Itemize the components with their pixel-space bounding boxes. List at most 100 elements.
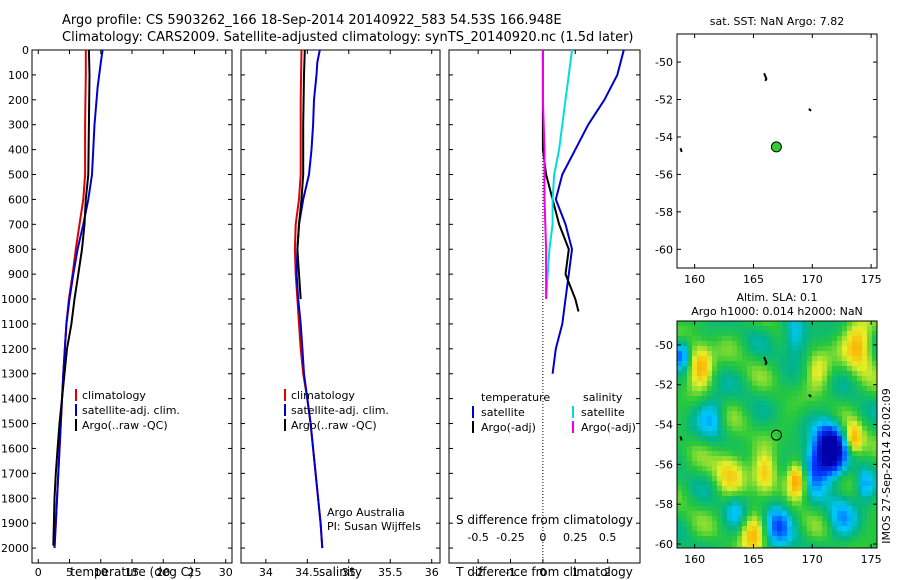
salinity-xlabel: salinity <box>319 565 362 579</box>
credit-text: Argo Australia <box>327 506 405 519</box>
panel-difference: -2 -1 0 1 2T difference from climatology -0.5… <box>448 49 641 579</box>
temperature-xtick-label: 10 <box>94 566 108 579</box>
s-diff-tick-label: 0 <box>539 531 546 544</box>
salinity-axes-frame <box>240 49 441 564</box>
sst_map-ytick-label: -58 <box>655 206 673 219</box>
sst_map-ytick-label: -52 <box>655 94 673 107</box>
sla_map-ytick-label: -58 <box>655 498 673 511</box>
sst_map-axes-frame <box>676 33 878 269</box>
depth-tick-label: 1800 <box>1 492 29 505</box>
sst_map-xtick-label: 175 <box>861 273 882 286</box>
sla_map-ytick-label: -54 <box>655 419 673 432</box>
depth-tick-label: 1400 <box>1 393 29 406</box>
legend-label: Argo(..raw -QC) <box>82 419 168 432</box>
panel-sla_map: 160 165 170 175 -50 -52 -54 -56 -58 -60 Altim. SLA… <box>655 291 893 566</box>
difference-series-line <box>551 49 625 374</box>
depth-tick-label: 1200 <box>1 343 29 356</box>
legend-label: satellite <box>481 406 525 419</box>
difference-series-line <box>545 49 573 300</box>
legend-label: satellite <box>581 406 625 419</box>
header-line-1: Argo profile: CS 5903262_166 18-Sep-2014… <box>62 13 562 28</box>
difference-xtick-label: -2 <box>473 566 484 579</box>
depth-tick-label: 1500 <box>1 418 29 431</box>
depth-tick-label: 800 <box>8 243 29 256</box>
float-track <box>808 108 812 112</box>
sla_map-ytick-label: -50 <box>655 339 673 352</box>
s-diff-tick-label: 0.25 <box>563 531 588 544</box>
float-track <box>808 393 812 398</box>
difference-xtick-label: 2 <box>604 566 611 579</box>
temperature-xtick-label: 20 <box>156 566 170 579</box>
temperature-xtick-label: 5 <box>66 566 73 579</box>
legend-label: climatology <box>82 389 146 402</box>
s-diff-tick-label: -0.5 <box>467 531 488 544</box>
salinity-series-line <box>295 49 324 549</box>
salinity-xtick-label: 35.5 <box>378 566 403 579</box>
s-diff-axis-label: S difference from climatology <box>456 513 633 527</box>
sla_map-xtick-label: 170 <box>802 553 823 566</box>
temperature-xtick-label: 0 <box>35 566 42 579</box>
legend-label: satellite-adj. clim. <box>82 404 180 417</box>
sla-map-title-2: Argo h1000: 0.014 h2000: NaN <box>691 305 863 318</box>
credit-text: PI: Susan Wijffels <box>327 520 421 533</box>
argo-float-marker <box>770 429 782 441</box>
s-diff-tick-label: 0.5 <box>599 531 617 544</box>
legend-label: Argo(..raw -QC) <box>291 419 377 432</box>
sla_map-ytick-label: -60 <box>655 538 673 551</box>
depth-tick-label: 1700 <box>1 467 29 480</box>
depth-tick-label: 1900 <box>1 517 29 530</box>
sst_map-xtick-label: 160 <box>684 273 705 286</box>
sst_map-xtick-label: 170 <box>802 273 823 286</box>
depth-tick-label: 1300 <box>1 368 29 381</box>
sst_map-ytick-label: -56 <box>655 168 673 181</box>
sla_map-xtick-label: 175 <box>861 553 882 566</box>
panel-temperature: 0 5 10 15 20 25 30 temperature (deg C) 0 100 200 30… <box>1 44 233 579</box>
depth-tick-label: 2000 <box>1 542 29 555</box>
legend-label: satellite-adj. clim. <box>291 404 389 417</box>
argo-float-marker <box>770 141 782 153</box>
salinity-xtick-label: 35 <box>342 566 356 579</box>
sst_map-ytick-label: -50 <box>655 56 673 69</box>
temperature-xtick-label: 25 <box>188 566 202 579</box>
legend-label: climatology <box>291 389 355 402</box>
sla-heatmap-cells <box>677 321 878 549</box>
depth-tick-label: 200 <box>8 94 29 107</box>
depth-tick-label: 0 <box>22 44 29 57</box>
sst_map-ytick-label: -60 <box>655 243 673 256</box>
depth-tick-label: 1000 <box>1 293 29 306</box>
panel-salinity: 34 34.5 35 35.5 36 salinity climatology satelli… <box>240 49 441 579</box>
sst_map-xtick-label: 165 <box>743 273 764 286</box>
legend-title-salinity: salinity <box>583 391 623 404</box>
legend-title-temperature: temperature <box>481 391 550 404</box>
difference-xtick-label: 0 <box>539 566 546 579</box>
header-line-2: Climatology: CARS2009. Satellite-adjuste… <box>62 30 634 45</box>
depth-tick-label: 1100 <box>1 318 29 331</box>
sla_map-xtick-label: 160 <box>684 553 705 566</box>
salinity-xtick-label: 34 <box>259 566 273 579</box>
float-track <box>763 72 768 82</box>
salinity-xtick-label: 34.5 <box>295 566 320 579</box>
difference-xlabel: T difference from climatology <box>455 565 633 579</box>
salinity-series-line <box>296 49 306 300</box>
temperature-series-line <box>52 49 91 546</box>
temperature-series-line <box>53 49 104 549</box>
sla_map-axes-frame <box>676 320 878 549</box>
salinity-xtick-label: 36 <box>425 566 439 579</box>
depth-tick-label: 700 <box>8 218 29 231</box>
float-track <box>679 147 683 153</box>
sla_map-ytick-label: -52 <box>655 379 673 392</box>
float-track <box>763 356 768 366</box>
depth-tick-label: 400 <box>8 144 29 157</box>
timestamp-label: IMOS 27-Sep-2014 20:02:09 <box>880 388 893 543</box>
panel-sst_map: 160 165 170 175 -50 -52 -54 -56 -58 -60 sat. SST: … <box>655 15 882 286</box>
depth-tick-label: 300 <box>8 119 29 132</box>
difference-xtick-label: 1 <box>572 566 579 579</box>
s-diff-tick-label: -0.25 <box>496 531 524 544</box>
temperature-axes-frame <box>31 49 233 564</box>
legend-label: Argo(-adj) <box>481 421 536 434</box>
temperature-xlabel: temperature (deg C) <box>70 565 193 579</box>
sla_map-ytick-label: -56 <box>655 458 673 471</box>
difference-series-line <box>541 50 548 299</box>
sst_map-ytick-label: -54 <box>655 131 673 144</box>
